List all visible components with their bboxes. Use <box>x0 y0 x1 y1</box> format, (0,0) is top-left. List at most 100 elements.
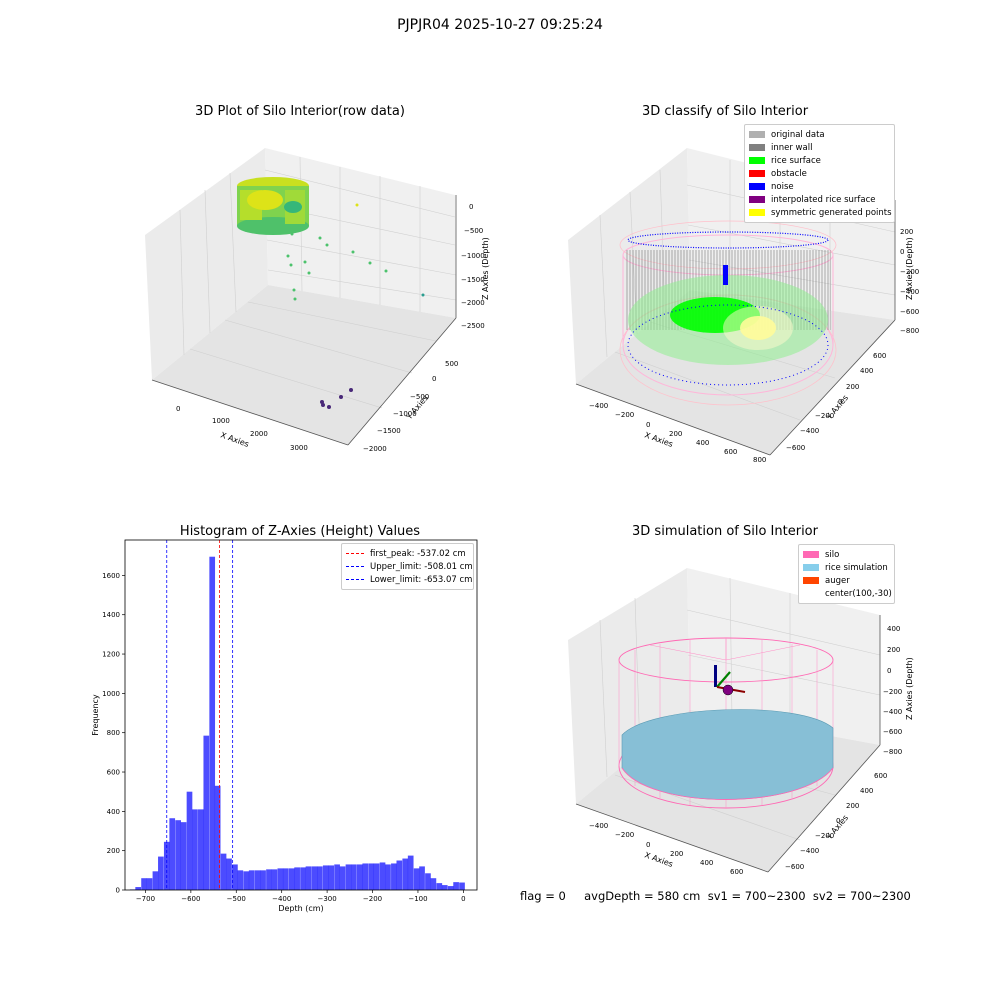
panel2-3d-plot: −400 −200 0 200 400 600 800 600 400 200 … <box>568 148 919 464</box>
histogram-chart: −700 −600 −500 −400 −300 −200 −100 0 0 200 400 600… <box>91 539 478 913</box>
tick: 600 <box>730 868 743 876</box>
legend-item: rice surface <box>749 154 890 167</box>
panel2-title: 3D classify of Silo Interior <box>641 104 809 119</box>
tick: −2000 <box>363 445 387 453</box>
histogram-bar <box>419 866 425 890</box>
histogram-bar <box>402 858 409 890</box>
histogram-bar <box>430 878 437 890</box>
tick: 800 <box>753 456 766 464</box>
tick: −1000 <box>461 252 485 260</box>
legend-swatch <box>803 590 819 597</box>
legend-swatch <box>749 209 765 216</box>
tick: −400 <box>589 402 608 410</box>
histogram-bar <box>254 870 261 890</box>
histogram-bar <box>271 869 278 890</box>
tick: 0 <box>432 375 436 383</box>
histogram-bar <box>373 863 380 890</box>
histogram-bar <box>334 864 340 890</box>
tick: 200 <box>846 802 859 810</box>
panel4-z-label: Z Axies (Depth) <box>905 657 914 720</box>
histogram-vlines <box>166 540 234 890</box>
tick: 0 <box>646 421 650 429</box>
legend-swatch <box>749 170 765 177</box>
legend-item: first_peak: -537.02 cm <box>346 547 469 560</box>
histogram-bar <box>266 869 272 890</box>
histogram-bar <box>322 865 329 890</box>
tick: 500 <box>445 360 458 368</box>
legend-swatch <box>803 564 819 571</box>
tick: 200 <box>669 430 682 438</box>
legend-item: center(100,-30) <box>803 587 892 600</box>
tick: 200 <box>670 850 683 858</box>
panel1-x-label: X Axies <box>219 430 250 449</box>
histogram-bar <box>186 791 193 890</box>
panel1-3d-plot: 0 1000 2000 3000 500 0 −500 −1000 −1500 … <box>145 148 490 453</box>
tick: −400 <box>883 708 902 716</box>
panel4-3d-plot: −400 −200 0 200 400 600 600 400 200 0 −2… <box>568 568 914 876</box>
tick: 2000 <box>250 430 268 438</box>
tick: 0 <box>646 841 650 849</box>
x-tick-label: −200 <box>363 895 382 903</box>
histogram-bar <box>209 556 216 890</box>
legend-item: Lower_limit: -653.07 cm <box>346 573 472 586</box>
histogram-bar <box>345 864 352 890</box>
histogram-bar <box>141 878 147 890</box>
tick: −200 <box>815 832 834 840</box>
histogram-bar <box>198 809 204 890</box>
tick: 200 <box>846 383 859 391</box>
tick: 0 <box>836 817 840 825</box>
legend-item: symmetric generated points <box>749 206 892 219</box>
legend-item: inner wall <box>749 141 890 154</box>
y-tick-label: 400 <box>107 808 120 816</box>
tick: −200 <box>615 411 634 419</box>
y-tick-label: 200 <box>107 847 120 855</box>
histogram-bar <box>248 870 255 890</box>
x-tick-label: −300 <box>317 895 336 903</box>
histogram-bar <box>317 866 323 890</box>
histogram-bar <box>158 856 164 890</box>
tick: −500 <box>464 227 483 235</box>
histogram-bar <box>362 863 369 890</box>
y-tick-label: 0 <box>116 887 120 895</box>
tick: 400 <box>887 625 900 633</box>
tick: −400 <box>900 288 919 296</box>
x-tick-label: −400 <box>272 895 291 903</box>
histogram-bars <box>129 556 465 890</box>
y-tick-label: 1200 <box>102 651 120 659</box>
panel2-points <box>619 220 837 406</box>
histogram-bar <box>135 887 142 890</box>
tick: −500 <box>410 393 429 401</box>
histogram-bar <box>385 864 391 890</box>
histogram-legend: first_peak: -537.02 cm Upper_limit: -508… <box>341 543 474 590</box>
histogram-bar <box>203 735 210 890</box>
legend-item: obstacle <box>749 167 890 180</box>
histogram-bar <box>339 866 346 890</box>
histogram-bar <box>152 871 159 890</box>
tick: −600 <box>900 308 919 316</box>
tick: −1500 <box>377 427 401 435</box>
legend-item: silo <box>803 548 890 561</box>
histogram-x-ticks: −700 −600 −500 −400 −300 −200 −100 0 <box>136 890 466 903</box>
tick: −600 <box>785 863 804 871</box>
histogram-bar <box>288 868 295 890</box>
panel1-title: 3D Plot of Silo Interior(row data) <box>195 104 405 119</box>
x-tick-label: −600 <box>181 895 200 903</box>
tick: −2000 <box>461 299 485 307</box>
tick: −1500 <box>461 276 485 284</box>
histogram-bar <box>243 871 250 890</box>
legend-item: original data <box>749 128 890 141</box>
histogram-bar <box>226 858 232 890</box>
panel4-silo <box>618 637 834 809</box>
histogram-bar <box>391 863 397 890</box>
y-tick-label: 600 <box>107 769 120 777</box>
histogram-bar <box>237 870 244 890</box>
histogram-y-label: Frequency <box>91 694 100 736</box>
histogram-frame <box>124 539 478 891</box>
panel4-tick-labels: −400 −200 0 200 400 600 600 400 200 0 −2… <box>589 625 902 876</box>
panel2-z-label: Z Axies (Depth) <box>905 237 914 300</box>
tick: 600 <box>724 448 737 456</box>
panel1-tick-labels: 0 1000 2000 3000 500 0 −500 −1000 −1500 … <box>176 203 485 453</box>
histogram-bar <box>328 865 335 890</box>
panel1-points <box>237 177 425 409</box>
tick: 1000 <box>212 417 230 425</box>
